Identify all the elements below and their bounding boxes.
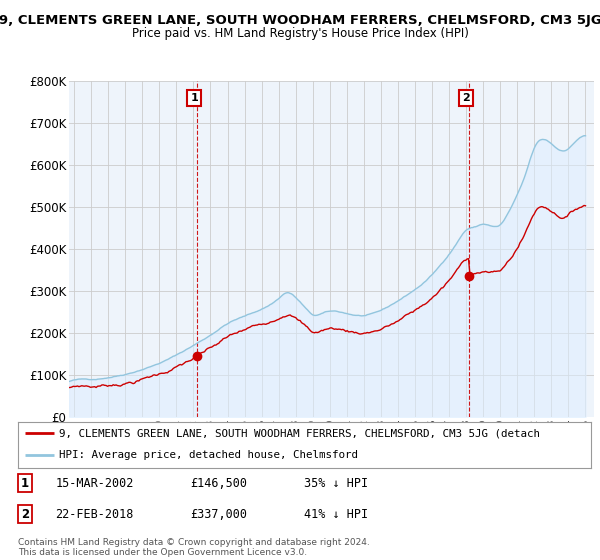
- Text: 9, CLEMENTS GREEN LANE, SOUTH WOODHAM FERRERS, CHELMSFORD, CM3 5JG: 9, CLEMENTS GREEN LANE, SOUTH WOODHAM FE…: [0, 14, 600, 27]
- Text: 15-MAR-2002: 15-MAR-2002: [55, 477, 134, 490]
- Text: HPI: Average price, detached house, Chelmsford: HPI: Average price, detached house, Chel…: [59, 450, 358, 460]
- Text: 2: 2: [21, 508, 29, 521]
- Text: 2: 2: [462, 93, 470, 103]
- Text: 1: 1: [191, 93, 199, 103]
- Text: 35% ↓ HPI: 35% ↓ HPI: [305, 477, 368, 490]
- Text: £146,500: £146,500: [190, 477, 247, 490]
- Text: Contains HM Land Registry data © Crown copyright and database right 2024.
This d: Contains HM Land Registry data © Crown c…: [18, 538, 370, 557]
- Text: Price paid vs. HM Land Registry's House Price Index (HPI): Price paid vs. HM Land Registry's House …: [131, 27, 469, 40]
- Text: 41% ↓ HPI: 41% ↓ HPI: [305, 508, 368, 521]
- Text: 22-FEB-2018: 22-FEB-2018: [55, 508, 134, 521]
- Text: 9, CLEMENTS GREEN LANE, SOUTH WOODHAM FERRERS, CHELMSFORD, CM3 5JG (detach: 9, CLEMENTS GREEN LANE, SOUTH WOODHAM FE…: [59, 428, 540, 438]
- Text: 1: 1: [21, 477, 29, 490]
- Text: £337,000: £337,000: [190, 508, 247, 521]
